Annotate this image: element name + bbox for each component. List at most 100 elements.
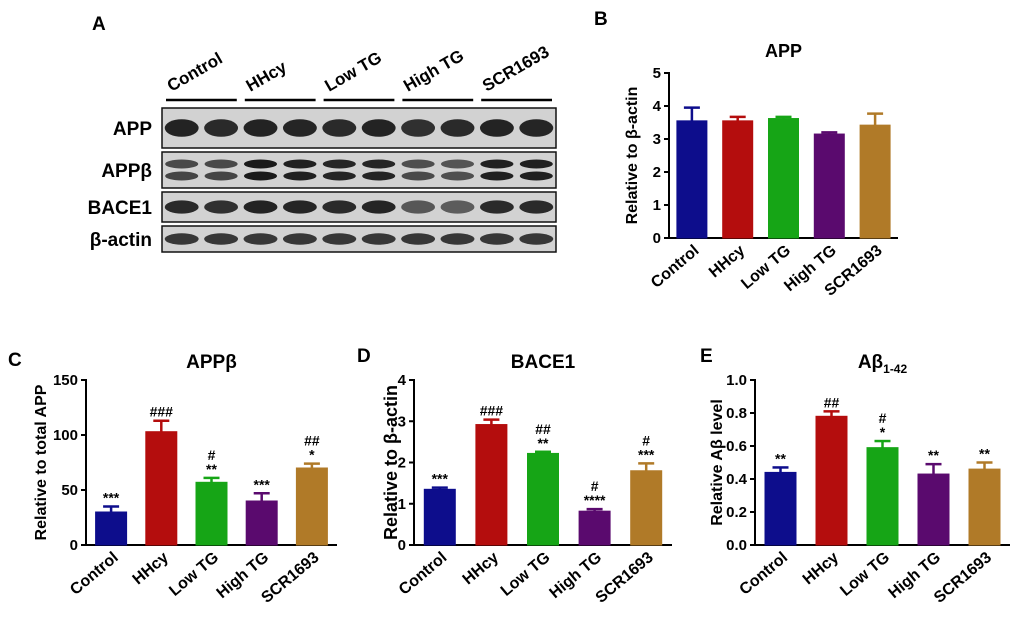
bar-hhcy — [815, 415, 848, 546]
blot-band — [204, 159, 238, 169]
bar-control — [423, 488, 456, 546]
blot-band — [440, 119, 475, 137]
bar-high-tg — [813, 133, 845, 239]
x-tick-label: Low TG — [837, 549, 893, 600]
bar-hhcy — [145, 431, 178, 546]
blot-band — [440, 171, 475, 181]
significance-label: ### — [150, 404, 174, 420]
significance-label: # — [879, 410, 887, 426]
significance-label: *** — [103, 490, 120, 506]
blot-band — [204, 119, 239, 137]
significance-label: **** — [584, 492, 606, 508]
panel-letter-e: E — [700, 346, 713, 367]
panel-letter-c: C — [8, 350, 22, 371]
blot-band — [519, 200, 554, 214]
y-tick-label: 2 — [398, 455, 406, 472]
blot-row-label: APPβ — [101, 161, 152, 182]
blot-band — [322, 171, 356, 181]
bar-low-tg — [866, 447, 899, 546]
x-tick-label: SCR1693 — [593, 549, 657, 607]
blot-band — [243, 119, 278, 137]
y-tick-label: 0 — [70, 537, 78, 554]
chart-title-subscript: 1-42 — [883, 362, 907, 376]
blot-row-label: APP — [113, 119, 152, 140]
y-tick-label: 4 — [398, 372, 407, 389]
blot-band — [440, 200, 475, 214]
significance-label: ** — [538, 435, 549, 451]
y-tick-label: 1 — [653, 197, 661, 214]
blot-band — [164, 233, 199, 245]
significance-label: ** — [979, 446, 990, 462]
y-tick-label: 100 — [53, 427, 78, 444]
bar-control — [764, 471, 797, 546]
significance-label: *** — [254, 476, 271, 492]
blot-group-label: SCR1693 — [479, 42, 552, 95]
blot-band — [401, 119, 436, 137]
chart-title: APP — [765, 41, 802, 61]
significance-label: ## — [824, 394, 840, 410]
blot-group-label: Control — [164, 49, 226, 96]
blot-band — [361, 233, 396, 245]
x-tick-label: HHcy — [800, 549, 842, 588]
blot-band — [401, 233, 436, 245]
significance-label: ### — [480, 403, 504, 419]
blot-band — [362, 159, 396, 169]
y-tick-label: 1.0 — [726, 372, 747, 389]
y-tick-label: 0.0 — [726, 537, 747, 554]
blot-band — [164, 119, 199, 137]
significance-label: *** — [432, 471, 449, 487]
blot-group-label: HHcy — [243, 57, 291, 95]
y-tick-label: 3 — [653, 131, 661, 148]
blot-band — [519, 119, 554, 137]
blot-band — [282, 233, 317, 245]
x-tick-label: HHcy — [460, 549, 502, 588]
bar-low-tg — [195, 481, 228, 546]
chart-title: Aβ1-42 — [858, 352, 908, 376]
bar-control — [676, 120, 708, 239]
blot-band — [322, 119, 357, 137]
significance-label: # — [642, 432, 650, 448]
blot-band — [519, 171, 553, 181]
chart-title: APPβ — [186, 352, 237, 373]
x-tick-label: HHcy — [130, 549, 172, 588]
blot-band — [282, 200, 317, 214]
blot-band — [519, 159, 553, 169]
y-tick-label: 0 — [398, 537, 406, 554]
bar-scr1693 — [295, 467, 328, 546]
bar-scr1693 — [630, 470, 663, 546]
y-tick-label: 2 — [653, 164, 661, 181]
blot-band — [322, 159, 356, 169]
chart-title-main: APPβ — [186, 352, 237, 373]
bar-hhcy — [722, 120, 754, 239]
bar-high-tg — [245, 500, 278, 546]
blot-band — [401, 200, 436, 214]
blot-group-label: Low TG — [322, 48, 385, 96]
blot-group-label: High TG — [400, 46, 467, 96]
significance-label: # — [208, 447, 216, 463]
blot-band — [164, 200, 199, 214]
blot-band — [243, 171, 278, 181]
blot-band — [362, 171, 396, 181]
blot-band — [480, 171, 514, 181]
blot-band — [283, 159, 317, 169]
bar-low-tg — [527, 452, 559, 546]
panel-letter-d: D — [357, 346, 371, 367]
western-blot: APP APPβ BACE1 β-actin Control HHcy Low TG High… — [88, 42, 557, 253]
y-tick-label: 3 — [398, 413, 406, 430]
y-tick-label: 150 — [53, 372, 78, 389]
panel-letter-b: B — [594, 9, 608, 30]
bar-scr1693 — [859, 124, 891, 239]
y-tick-label: 0.6 — [726, 438, 747, 455]
blot-band — [283, 171, 317, 181]
blot-band — [165, 159, 199, 169]
y-tick-label: 1 — [398, 496, 406, 513]
bar-control — [95, 511, 128, 546]
blot-band — [519, 233, 554, 245]
x-tick-label: SCR1693 — [931, 549, 995, 607]
y-tick-label: 5 — [653, 65, 661, 82]
blot-band — [401, 159, 435, 169]
